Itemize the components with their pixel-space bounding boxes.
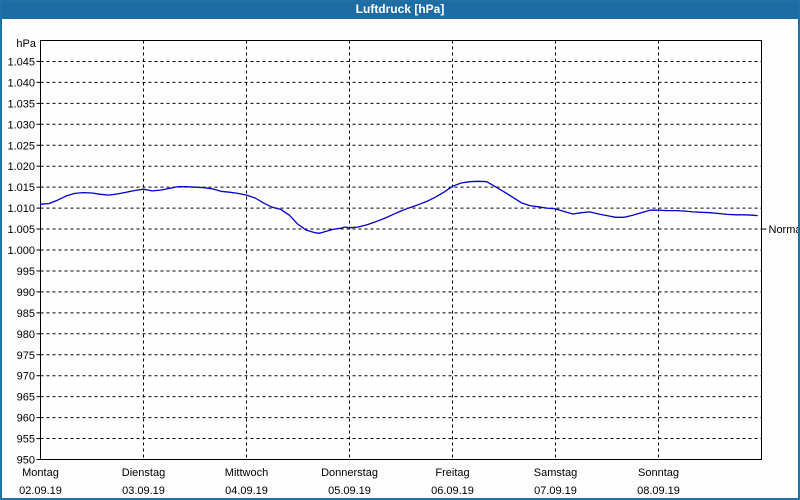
day-date-label: 03.09.19 xyxy=(122,485,165,497)
normal-marker-label: Normal xyxy=(769,224,800,236)
y-tick-label: 975 xyxy=(17,350,35,362)
day-date-label: 07.09.19 xyxy=(534,485,577,497)
day-name-label: Sonntag xyxy=(638,467,679,479)
y-tick-label: 1.005 xyxy=(7,224,35,236)
y-tick-label: 995 xyxy=(17,266,35,278)
plot-border xyxy=(40,40,762,460)
y-tick-label: 1.030 xyxy=(7,119,35,131)
day-name-label: Dienstag xyxy=(122,467,165,479)
y-tick-label: 985 xyxy=(17,308,35,320)
y-tick-label: 1.000 xyxy=(7,245,35,257)
y-tick-label: 955 xyxy=(17,434,35,446)
pressure-line xyxy=(39,180,758,234)
y-tick-label: 965 xyxy=(17,392,35,404)
window-title: Luftdruck [hPa] xyxy=(355,2,445,16)
y-tick-label: 950 xyxy=(17,455,35,467)
y-axis-unit-label: hPa xyxy=(16,38,36,50)
y-tick-label: 1.010 xyxy=(7,203,35,215)
day-date-label: 08.09.19 xyxy=(637,485,680,497)
day-name-label: Montag xyxy=(22,467,59,479)
y-tick-label: 1.035 xyxy=(7,98,35,110)
y-tick-label: 1.040 xyxy=(7,77,35,89)
day-date-label: 04.09.19 xyxy=(225,485,268,497)
y-tick-label: 970 xyxy=(17,371,35,383)
y-tick-label: 1.015 xyxy=(7,182,35,194)
day-name-label: Donnerstag xyxy=(321,467,378,479)
y-tick-label: 990 xyxy=(17,287,35,299)
day-name-label: Samstag xyxy=(534,467,577,479)
window-titlebar: Luftdruck [hPa] xyxy=(0,0,800,19)
day-date-label: 05.09.19 xyxy=(328,485,371,497)
y-tick-label: 1.025 xyxy=(7,140,35,152)
day-date-label: 02.09.19 xyxy=(19,485,62,497)
day-name-label: Mittwoch xyxy=(225,467,268,479)
day-name-label: Freitag xyxy=(435,467,469,479)
day-date-label: 06.09.19 xyxy=(431,485,474,497)
y-tick-label: 1.020 xyxy=(7,161,35,173)
y-tick-label: 980 xyxy=(17,329,35,341)
y-tick-label: 960 xyxy=(17,413,35,425)
y-tick-label: 1.045 xyxy=(7,56,35,68)
